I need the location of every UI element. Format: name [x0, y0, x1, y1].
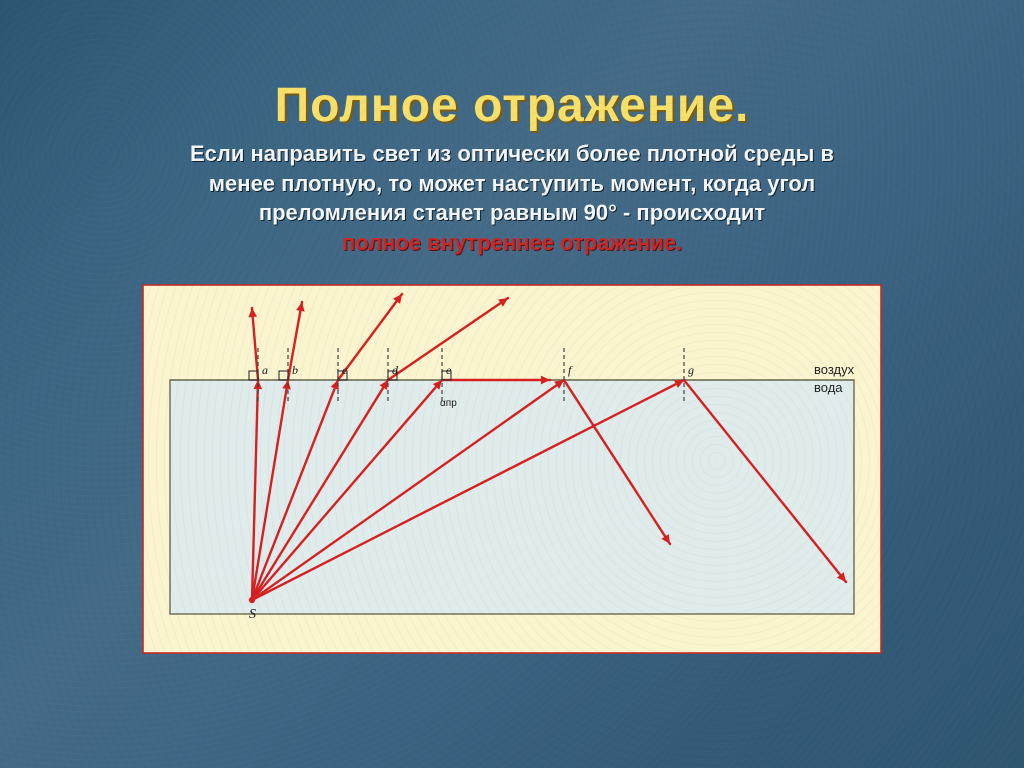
- svg-text:αпр: αпр: [440, 398, 457, 409]
- svg-text:воздух: воздух: [814, 362, 855, 377]
- slide-body: Если направить свет из оптически более п…: [0, 133, 1024, 228]
- svg-text:S: S: [249, 607, 256, 622]
- svg-text:b: b: [292, 363, 298, 377]
- body-line-1: менее плотную, то может наступить момент…: [209, 171, 815, 196]
- diagram-container: воздухводаSabcdeαпрfg: [0, 284, 1024, 654]
- svg-text:d: d: [392, 363, 399, 377]
- title-text: Полное отражение.: [275, 79, 750, 132]
- body-line-0: Если направить свет из оптически более п…: [190, 141, 834, 166]
- body-line-2: преломления станет равным 90° - происход…: [259, 200, 765, 225]
- svg-text:a: a: [262, 363, 268, 377]
- svg-text:вода: вода: [814, 380, 843, 395]
- slide-title: Полное отражение.: [0, 0, 1024, 133]
- svg-text:g: g: [688, 363, 694, 377]
- slide-highlight: полное внутреннее отражение.: [0, 230, 1024, 256]
- svg-text:c: c: [342, 363, 348, 377]
- highlight-text: полное внутреннее отражение.: [342, 230, 682, 255]
- total-internal-reflection-diagram: воздухводаSabcdeαпрfg: [142, 284, 882, 654]
- svg-text:e: e: [446, 363, 452, 377]
